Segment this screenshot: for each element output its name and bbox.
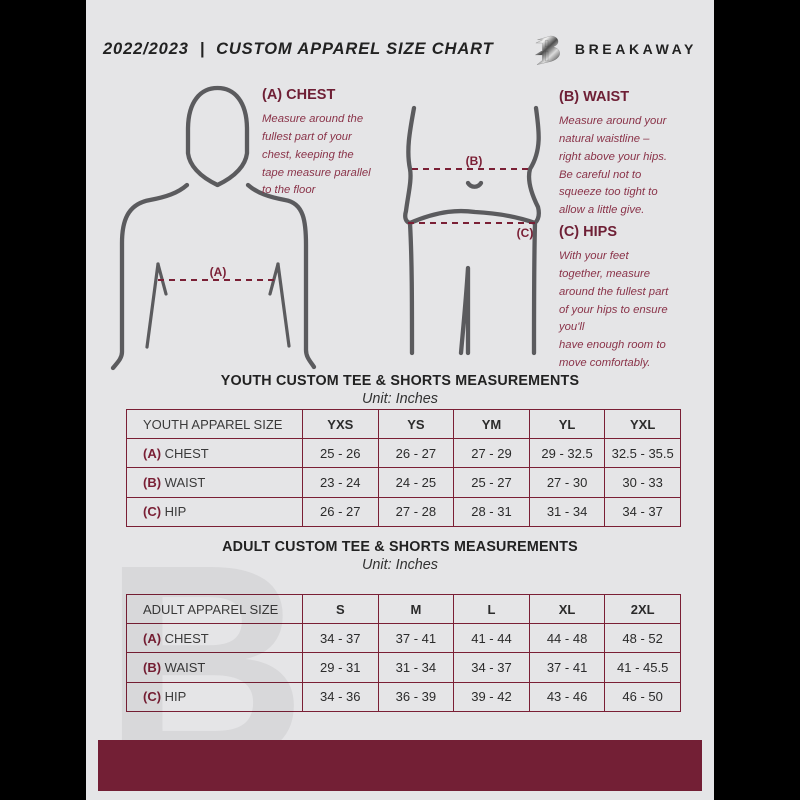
svg-text:(C): (C) <box>517 226 534 240</box>
svg-text:(A): (A) <box>210 265 227 279</box>
svg-text:(B): (B) <box>466 154 483 168</box>
